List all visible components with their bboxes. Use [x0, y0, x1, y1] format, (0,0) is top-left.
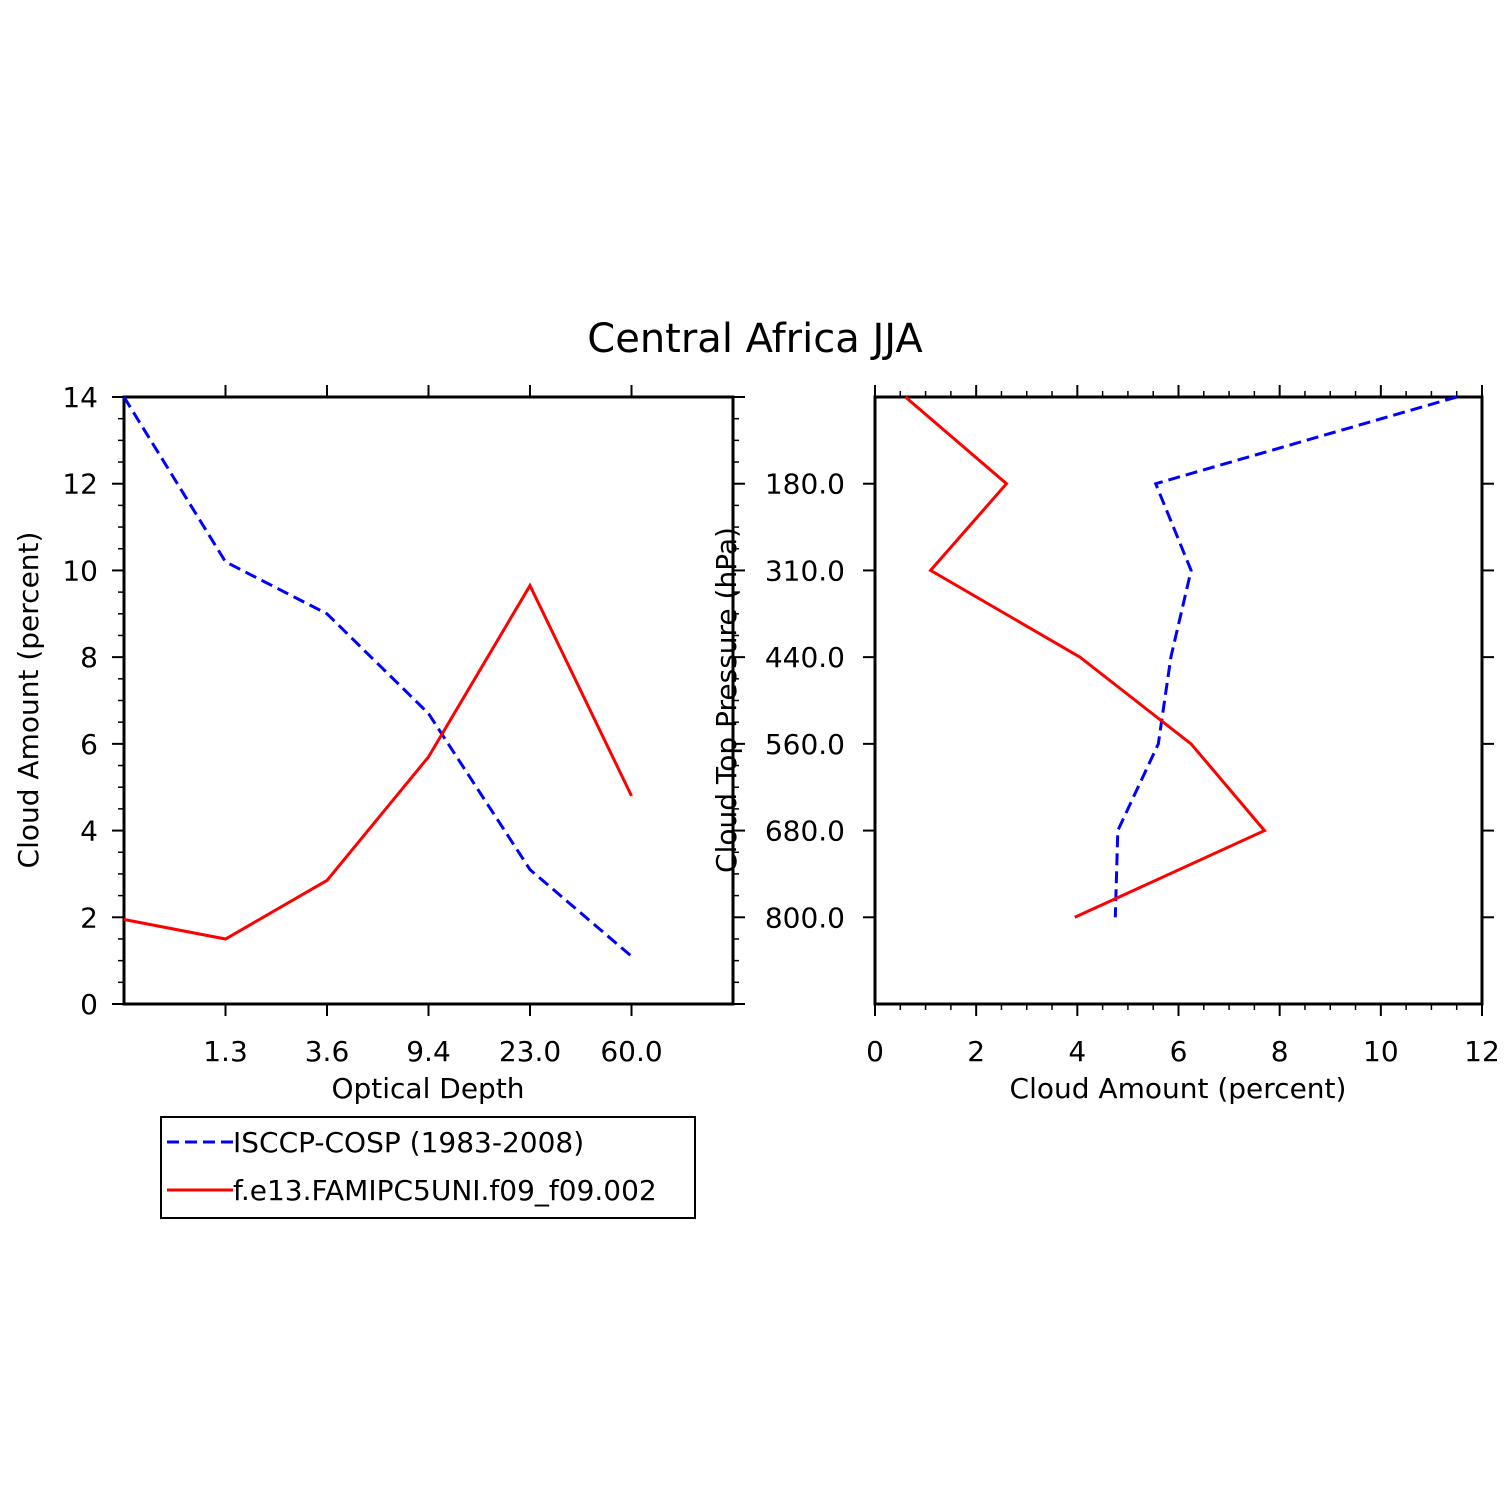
left-x-tick-label: 23.0 [499, 1035, 561, 1068]
left-y-tick-label: 4 [80, 815, 98, 848]
left-y-axis-title: Cloud Amount (percent) [12, 532, 45, 869]
left-series-model-line [123, 582, 633, 941]
left-y-tick-label: 12 [62, 468, 98, 501]
right-y-tick-label: 680.0 [765, 815, 845, 848]
left-x-tick-label: 1.3 [203, 1035, 248, 1068]
right-x-axis-title: Cloud Amount (percent) [1010, 1072, 1347, 1105]
right-x-tick-label: 8 [1271, 1035, 1289, 1068]
left-panel: 0 2 4 6 8 10 12 14 1.3 3.6 9.4 23.0 60.0 [62, 381, 745, 1068]
right-y-tick-label: 180.0 [765, 468, 845, 501]
left-y-tick-label: 8 [80, 641, 98, 674]
legend-label-isccp: ISCCP-COSP (1983-2008) [233, 1126, 584, 1159]
chart-title: Central Africa JJA [587, 316, 923, 362]
left-x-tick-label: 9.4 [406, 1035, 451, 1068]
right-x-tick-label: 2 [967, 1035, 985, 1068]
right-x-tick-label: 4 [1068, 1035, 1086, 1068]
legend-box [160, 1116, 696, 1219]
right-x-tick-label: 10 [1363, 1035, 1399, 1068]
left-series-isccp-line [122, 396, 633, 958]
right-x-tick-label: 0 [866, 1035, 884, 1068]
legend: ISCCP-COSP (1983-2008) f.e13.FAMIPC5UNI.… [160, 1116, 696, 1219]
right-y-tick-label: 440.0 [765, 641, 845, 674]
left-y-tick-label: 0 [80, 988, 98, 1021]
left-y-tick-label: 10 [62, 554, 98, 587]
left-x-axis-title: Optical Depth [331, 1072, 524, 1105]
right-y-tick-label: 560.0 [765, 728, 845, 761]
left-x-tick-label: 3.6 [305, 1035, 350, 1068]
right-y-tick-label: 310.0 [765, 554, 845, 587]
right-panel: 0 2 4 6 8 10 12 180.0 310.0 440.0 560.0 680.0 800.0 [765, 385, 1500, 1068]
right-series-model-line [904, 395, 1267, 919]
left-x-tick-label: 60.0 [600, 1035, 662, 1068]
left-y-tick-label: 6 [80, 728, 98, 761]
left-y-tick-label: 14 [62, 381, 98, 414]
right-x-tick-label: 12 [1464, 1035, 1500, 1068]
right-series-isccp-line [1113, 395, 1458, 918]
left-y-tick-label: 2 [80, 901, 98, 934]
right-y-tick-label: 800.0 [765, 901, 845, 934]
right-x-tick-label: 6 [1170, 1035, 1188, 1068]
legend-label-model: f.e13.FAMIPC5UNI.f09_f09.002 [233, 1174, 657, 1207]
